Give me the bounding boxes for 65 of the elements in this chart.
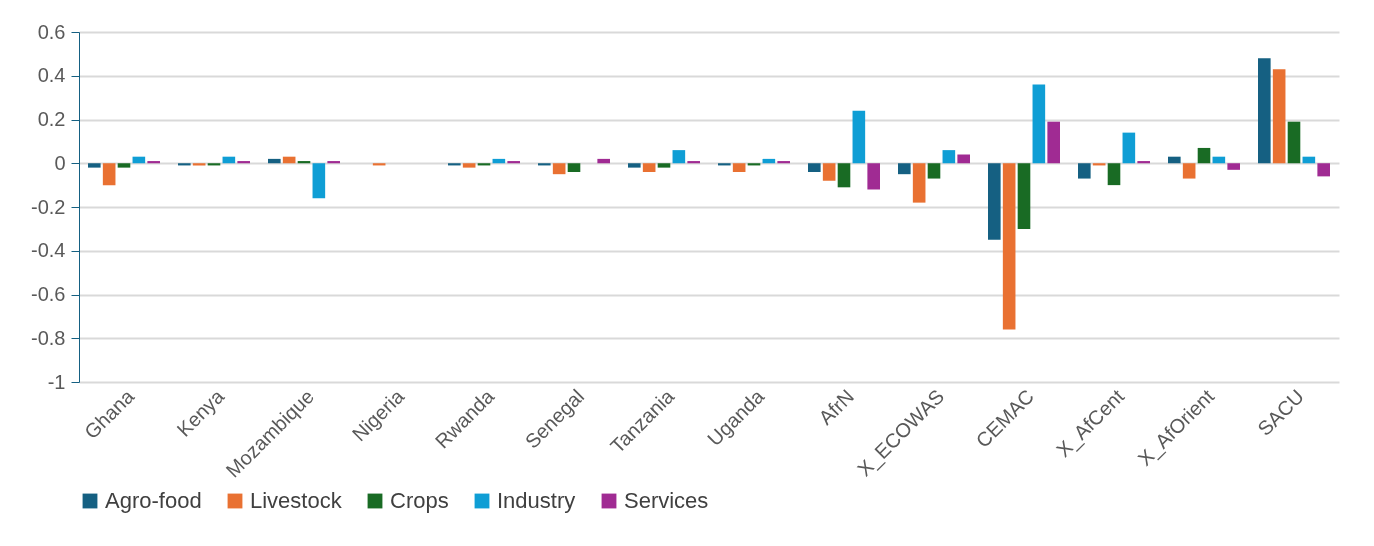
bar: [1122, 132, 1136, 164]
bar: [327, 161, 340, 164]
bar: [912, 163, 926, 203]
bar: [117, 163, 131, 168]
bar: [462, 163, 476, 168]
legend-label: Services: [624, 488, 709, 513]
y-tick-label: 0: [54, 151, 66, 174]
bar: [507, 161, 520, 164]
legend-label: Agro-food: [105, 488, 202, 513]
bar: [147, 161, 160, 164]
y-tick-label: 0.6: [37, 20, 66, 43]
bar: [312, 163, 326, 199]
bar: [597, 158, 610, 164]
bar: [672, 150, 686, 164]
bar: [237, 161, 250, 164]
bar: [1258, 58, 1271, 164]
y-tick-label: 0.4: [37, 64, 66, 87]
legend-label: Crops: [390, 488, 449, 513]
bar: [628, 163, 641, 168]
bar: [837, 163, 851, 188]
bar: [657, 163, 671, 168]
bar: [102, 163, 116, 186]
bar: [1032, 84, 1046, 164]
y-tick-label: -0.4: [31, 239, 66, 262]
bar: [1078, 163, 1091, 179]
bar: [1317, 163, 1330, 177]
bar: [808, 163, 821, 172]
y-tick-label: 0.2: [37, 108, 66, 130]
bar: [448, 163, 461, 166]
bar: [1182, 163, 1196, 179]
bar: [687, 161, 700, 164]
bar: [822, 163, 836, 181]
bar: [1287, 121, 1301, 164]
bar: [567, 163, 581, 172]
bar: [942, 150, 956, 164]
bar: [88, 163, 101, 168]
y-tick-label: -1: [47, 370, 66, 393]
bar: [1002, 163, 1016, 330]
bar: [852, 110, 866, 164]
bar: [957, 154, 970, 164]
y-tick-label: -0.6: [31, 283, 66, 305]
legend-label: Livestock: [250, 488, 343, 513]
bar: [178, 163, 191, 166]
bar: [732, 163, 746, 172]
bar: [898, 163, 911, 175]
bar: [777, 161, 790, 164]
bar: [1272, 69, 1286, 164]
bar: [642, 163, 656, 172]
bar: [1017, 163, 1031, 229]
bar: [1047, 121, 1060, 164]
bar: [867, 163, 880, 190]
bar: [1137, 161, 1150, 164]
bar: [1227, 163, 1240, 170]
bar: [988, 163, 1001, 240]
bar: [552, 163, 566, 175]
bar: [1168, 156, 1181, 164]
bar: [718, 163, 731, 166]
bar: [1107, 163, 1121, 186]
y-tick-label: -0.8: [31, 326, 66, 349]
bar: [927, 163, 941, 179]
bar: [538, 163, 551, 166]
bar: [1197, 147, 1211, 164]
y-tick-label: -0.2: [31, 195, 66, 218]
bar: [268, 158, 281, 164]
legend-label: Industry: [497, 488, 576, 513]
